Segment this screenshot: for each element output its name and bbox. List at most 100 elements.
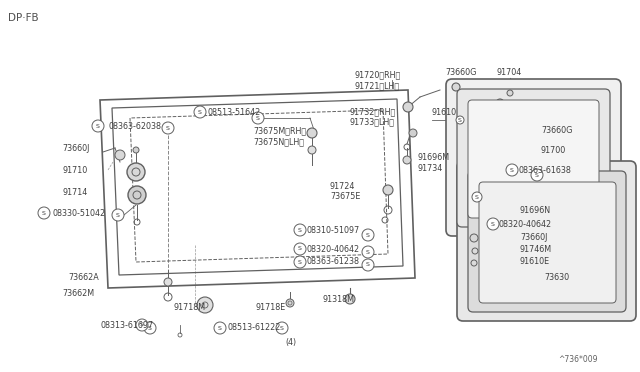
Circle shape bbox=[112, 209, 124, 221]
Circle shape bbox=[506, 164, 518, 176]
Circle shape bbox=[409, 129, 417, 137]
Circle shape bbox=[286, 299, 294, 307]
Text: 08363-62038: 08363-62038 bbox=[108, 122, 161, 131]
Text: 91720（RH）: 91720（RH） bbox=[355, 71, 401, 80]
Text: 91732（RH）: 91732（RH） bbox=[350, 108, 396, 116]
Circle shape bbox=[362, 246, 374, 258]
Circle shape bbox=[403, 102, 413, 112]
Text: 08330-51042: 08330-51042 bbox=[52, 208, 105, 218]
Circle shape bbox=[403, 156, 411, 164]
Circle shape bbox=[472, 209, 480, 217]
Circle shape bbox=[128, 186, 146, 204]
Text: S: S bbox=[148, 326, 152, 330]
Text: 08320-40642: 08320-40642 bbox=[307, 244, 360, 253]
Text: 73675M（RH）: 73675M（RH） bbox=[253, 126, 306, 135]
Text: S: S bbox=[198, 109, 202, 115]
Circle shape bbox=[127, 163, 145, 181]
Circle shape bbox=[532, 123, 540, 131]
Circle shape bbox=[197, 297, 213, 313]
Text: 08513-51642: 08513-51642 bbox=[208, 108, 261, 116]
FancyBboxPatch shape bbox=[446, 79, 621, 236]
Circle shape bbox=[294, 224, 306, 236]
Text: S: S bbox=[475, 195, 479, 199]
Text: 08513-61222: 08513-61222 bbox=[228, 324, 282, 333]
Text: S: S bbox=[491, 221, 495, 227]
Circle shape bbox=[487, 218, 499, 230]
Circle shape bbox=[345, 294, 355, 304]
Text: 73660J: 73660J bbox=[520, 232, 547, 241]
Text: S: S bbox=[366, 232, 370, 237]
Circle shape bbox=[252, 112, 264, 124]
Circle shape bbox=[144, 322, 156, 334]
Text: 08320-40642: 08320-40642 bbox=[499, 219, 552, 228]
Text: S: S bbox=[366, 250, 370, 254]
Circle shape bbox=[507, 90, 513, 96]
Circle shape bbox=[92, 120, 104, 132]
Text: S: S bbox=[298, 228, 302, 232]
Text: 91718M: 91718M bbox=[174, 302, 206, 311]
FancyBboxPatch shape bbox=[457, 89, 610, 227]
Text: 08363-61638: 08363-61638 bbox=[519, 166, 572, 174]
Text: S: S bbox=[510, 167, 514, 173]
Circle shape bbox=[214, 322, 226, 334]
Circle shape bbox=[294, 243, 306, 255]
Text: S: S bbox=[96, 124, 100, 128]
Circle shape bbox=[472, 192, 482, 202]
Text: 91704: 91704 bbox=[497, 67, 522, 77]
Circle shape bbox=[470, 234, 478, 242]
Text: 91746M: 91746M bbox=[520, 246, 552, 254]
Text: S: S bbox=[298, 260, 302, 264]
Circle shape bbox=[308, 146, 316, 154]
FancyBboxPatch shape bbox=[468, 171, 626, 312]
Text: 73662M: 73662M bbox=[62, 289, 94, 298]
Text: 91714: 91714 bbox=[62, 187, 87, 196]
Text: 73662A: 73662A bbox=[68, 273, 99, 282]
Text: 91610: 91610 bbox=[432, 108, 457, 116]
Text: 91700: 91700 bbox=[541, 145, 566, 154]
Text: S: S bbox=[42, 211, 46, 215]
Text: 73660G: 73660G bbox=[445, 67, 476, 77]
Text: S: S bbox=[116, 212, 120, 218]
Text: 91318M: 91318M bbox=[323, 295, 355, 304]
Circle shape bbox=[38, 207, 50, 219]
Text: ^736*009: ^736*009 bbox=[559, 356, 598, 365]
Circle shape bbox=[276, 322, 288, 334]
Circle shape bbox=[362, 229, 374, 241]
Text: 91733（LH）: 91733（LH） bbox=[350, 118, 395, 126]
Circle shape bbox=[194, 106, 206, 118]
Circle shape bbox=[540, 145, 550, 155]
Circle shape bbox=[307, 128, 317, 138]
Text: 73675N（LH）: 73675N（LH） bbox=[253, 138, 304, 147]
Text: 91718E: 91718E bbox=[255, 302, 285, 311]
Text: 73660G: 73660G bbox=[541, 125, 572, 135]
Circle shape bbox=[294, 256, 306, 268]
Text: S: S bbox=[256, 115, 260, 121]
FancyBboxPatch shape bbox=[457, 161, 636, 321]
Text: S: S bbox=[140, 323, 144, 327]
Circle shape bbox=[136, 319, 148, 331]
Text: S: S bbox=[280, 326, 284, 330]
Text: 73660J: 73660J bbox=[62, 144, 90, 153]
Text: 91721（LH）: 91721（LH） bbox=[355, 81, 400, 90]
Text: 08313-61697: 08313-61697 bbox=[100, 321, 153, 330]
Circle shape bbox=[456, 116, 464, 124]
Text: DP·FB: DP·FB bbox=[8, 13, 38, 23]
Text: 08363-61238: 08363-61238 bbox=[307, 257, 360, 266]
Circle shape bbox=[164, 278, 172, 286]
Text: S: S bbox=[535, 173, 539, 177]
Circle shape bbox=[452, 83, 460, 91]
Circle shape bbox=[133, 147, 139, 153]
Circle shape bbox=[531, 169, 543, 181]
FancyBboxPatch shape bbox=[479, 182, 616, 303]
Text: 73675E: 73675E bbox=[330, 192, 360, 201]
Text: 73630: 73630 bbox=[544, 273, 569, 282]
Text: S: S bbox=[218, 326, 222, 330]
Circle shape bbox=[383, 185, 393, 195]
Text: 08310-51097: 08310-51097 bbox=[307, 225, 360, 234]
Text: 91696N: 91696N bbox=[520, 205, 551, 215]
Text: 91610E: 91610E bbox=[520, 257, 550, 266]
Text: 91710: 91710 bbox=[62, 166, 87, 174]
Text: S: S bbox=[366, 263, 370, 267]
Text: (4): (4) bbox=[285, 337, 296, 346]
Text: 91734: 91734 bbox=[418, 164, 444, 173]
